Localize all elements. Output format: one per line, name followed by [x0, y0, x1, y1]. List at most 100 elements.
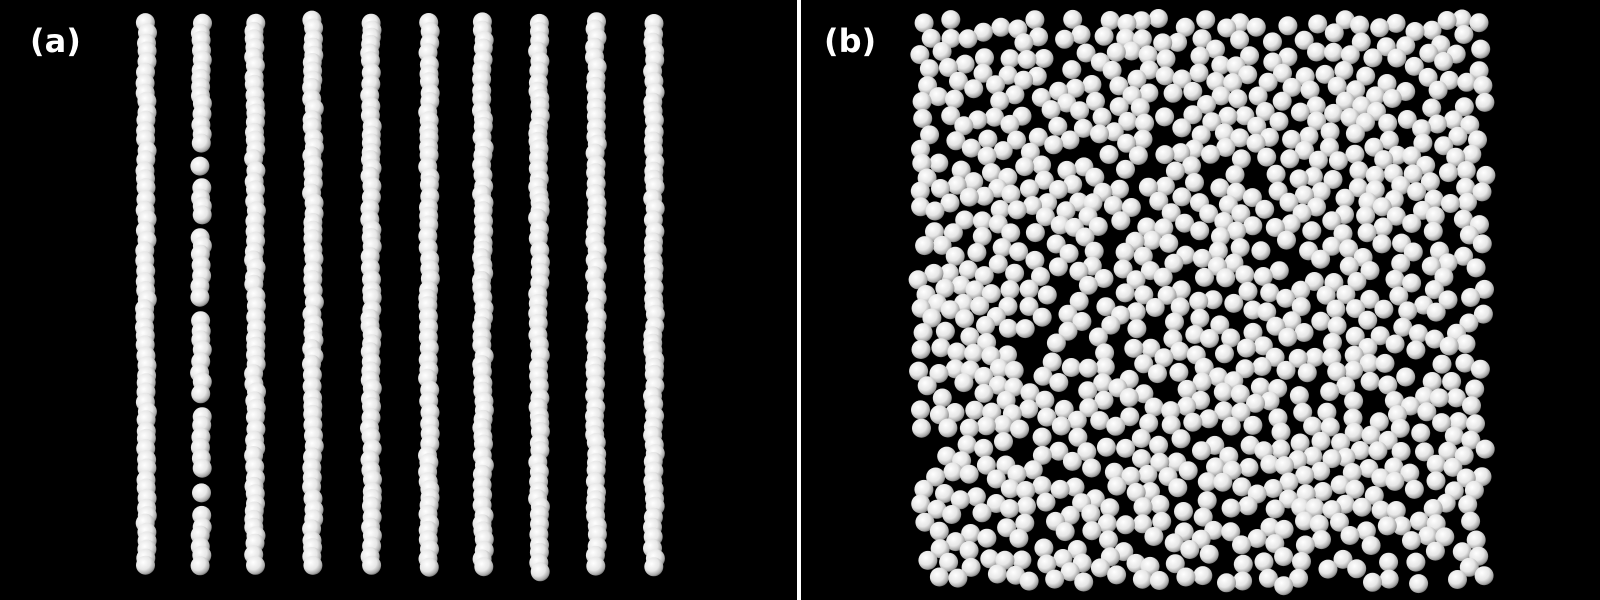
- sphere: [1078, 358, 1098, 378]
- sphere: [1224, 293, 1244, 313]
- sphere: [1056, 201, 1076, 221]
- sphere: [1320, 122, 1340, 142]
- sphere: [1122, 41, 1141, 61]
- sphere: [1389, 286, 1409, 306]
- sphere: [1411, 423, 1431, 443]
- sphere: [1400, 463, 1420, 483]
- sphere: [1172, 118, 1192, 138]
- sphere: [1092, 107, 1112, 127]
- sphere: [1396, 367, 1416, 387]
- sphere: [1327, 316, 1347, 336]
- sphere: [1258, 72, 1278, 92]
- sphere: [959, 541, 979, 560]
- sphere: [1171, 143, 1191, 163]
- sphere: [1189, 291, 1209, 311]
- sphere: [1327, 76, 1347, 96]
- sphere: [1350, 441, 1370, 460]
- sphere: [419, 557, 439, 577]
- sphere: [1402, 273, 1422, 293]
- sphere: [1157, 285, 1177, 305]
- sphere: [967, 243, 987, 262]
- sphere: [1210, 178, 1230, 198]
- sphere: [1402, 214, 1422, 233]
- sphere: [1248, 86, 1268, 106]
- sphere: [1168, 478, 1188, 498]
- sphere: [1323, 170, 1343, 189]
- sphere: [1134, 285, 1154, 305]
- sphere: [1206, 72, 1226, 91]
- sphere: [940, 193, 960, 213]
- sphere: [1079, 398, 1099, 418]
- sphere: [1344, 391, 1364, 411]
- sphere: [1406, 340, 1426, 360]
- sphere: [1007, 200, 1027, 220]
- sphere: [973, 63, 993, 83]
- sphere: [1266, 164, 1286, 184]
- sphere: [1368, 441, 1388, 461]
- sphere: [1014, 33, 1034, 53]
- sphere: [1397, 110, 1417, 129]
- sphere: [1418, 67, 1438, 87]
- sphere: [1446, 147, 1466, 167]
- sphere: [1311, 431, 1331, 451]
- sphere: [1081, 504, 1101, 524]
- sphere: [976, 455, 996, 475]
- sphere: [1427, 114, 1447, 134]
- sphere: [1054, 399, 1074, 419]
- sphere: [1403, 164, 1423, 184]
- sphere: [1211, 227, 1230, 247]
- sphere: [1065, 78, 1085, 98]
- sphere: [1462, 144, 1482, 164]
- sphere: [1127, 319, 1147, 339]
- sphere: [1055, 29, 1075, 49]
- sphere: [1042, 352, 1062, 372]
- sphere: [1025, 250, 1045, 270]
- sphere: [961, 524, 981, 543]
- sphere: [943, 223, 963, 243]
- sphere: [1333, 224, 1353, 244]
- sphere: [1356, 521, 1376, 541]
- sphere: [1348, 178, 1368, 198]
- sphere: [1279, 472, 1299, 492]
- sphere: [958, 260, 978, 280]
- sphere: [974, 266, 994, 286]
- sphere: [1312, 530, 1331, 550]
- sphere: [1077, 442, 1097, 462]
- sphere: [1175, 213, 1195, 233]
- sphere: [1144, 527, 1164, 546]
- sphere: [1149, 571, 1169, 590]
- sphere: [1402, 531, 1421, 551]
- sphere: [1297, 363, 1317, 383]
- sphere: [1111, 211, 1131, 231]
- sphere: [1017, 496, 1036, 516]
- sphere: [1133, 129, 1153, 149]
- sphere: [1278, 327, 1298, 347]
- sphere: [1239, 458, 1259, 477]
- sphere: [1235, 265, 1255, 285]
- sphere: [1213, 472, 1233, 492]
- sphere: [1276, 360, 1296, 380]
- sphere: [1155, 176, 1175, 196]
- sphere: [1343, 408, 1363, 428]
- sphere: [1116, 159, 1135, 179]
- sphere: [1386, 501, 1406, 520]
- sphere: [1475, 439, 1495, 459]
- sphere: [1246, 393, 1265, 413]
- sphere: [474, 557, 494, 577]
- sphere: [1263, 479, 1283, 498]
- sphere: [190, 556, 210, 576]
- sphere: [1240, 46, 1260, 66]
- sphere: [1168, 32, 1188, 52]
- sphere: [1086, 91, 1105, 111]
- sphere: [1145, 298, 1165, 317]
- sphere: [1364, 486, 1384, 505]
- sphere: [938, 58, 958, 77]
- sphere: [911, 139, 930, 159]
- sphere: [1010, 419, 1030, 439]
- sphere: [1334, 61, 1354, 80]
- sphere: [1090, 411, 1110, 431]
- sphere: [1048, 257, 1068, 277]
- sphere: [1377, 516, 1397, 536]
- sphere: [988, 375, 1008, 395]
- sphere: [954, 373, 974, 393]
